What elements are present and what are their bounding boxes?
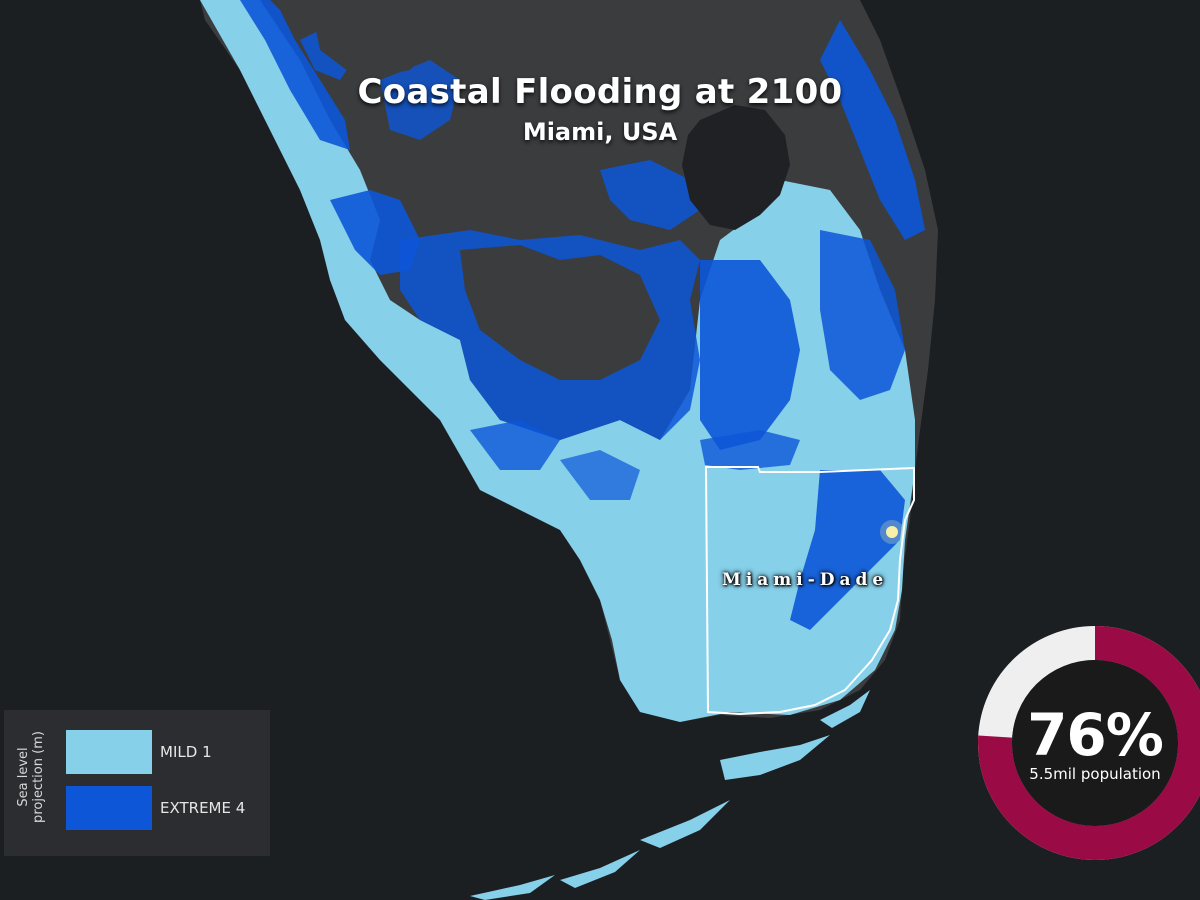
dry-land-patches [310,0,820,380]
county-label: Miami-Dade [722,570,889,590]
donut-percent-arc [978,626,1200,860]
miami-dade-boundary [704,466,915,716]
legend-item-value: 1 [202,743,212,761]
miami-city-marker [886,526,898,538]
legend-item-label: EXTREME [160,799,231,817]
mild-swatch [66,730,152,774]
legend-item-mild: MILD 1 [66,730,212,774]
population-donut: 76% 5.5mil population [978,626,1200,860]
percent-value: 76% [1027,701,1164,769]
lake-okeechobee [682,105,790,230]
mild-flood-zone [200,0,915,722]
population-caption: 5.5mil population [1029,765,1161,783]
extreme-swatch [66,786,152,830]
legend-panel: Sea level projection (m) MILD 1 EXTREME … [4,710,270,856]
florida-keys [470,690,870,900]
legend-item-value: 4 [235,799,246,817]
donut-center [1012,660,1178,826]
legend-axis-label: Sea level projection (m) [16,731,46,823]
legend-item-extreme: EXTREME 4 [66,786,245,830]
legend-item-label: MILD [160,743,198,761]
